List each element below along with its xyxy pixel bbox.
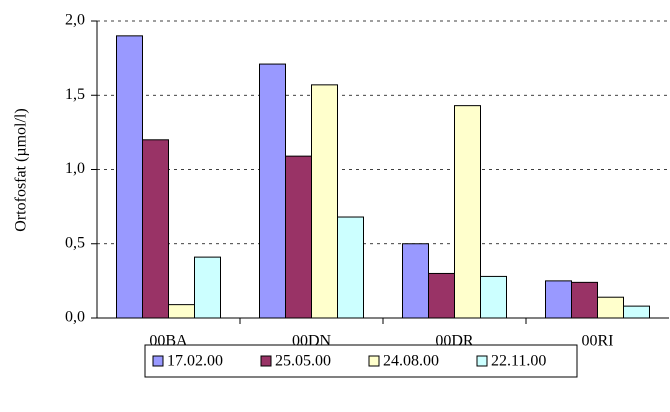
- y-tick-label: 1,0: [65, 160, 85, 177]
- bar: [116, 35, 143, 319]
- bar: [545, 280, 572, 319]
- bar: [402, 243, 429, 319]
- y-tick-label: 1,5: [65, 86, 85, 103]
- legend-swatch: [476, 355, 488, 367]
- legend-label: 17.02.00: [167, 353, 223, 370]
- bar: [285, 155, 312, 319]
- bar: [168, 304, 195, 319]
- bar: [480, 275, 507, 319]
- bar: [623, 305, 650, 319]
- legend-swatch: [368, 355, 380, 367]
- bar: [597, 296, 624, 319]
- bar: [311, 84, 338, 319]
- bar: [259, 63, 286, 319]
- bar: [337, 216, 364, 319]
- y-axis-label: Ortofosfat (µmol/l): [13, 108, 30, 231]
- bar: [194, 256, 221, 319]
- bar: [428, 272, 455, 319]
- legend-label: 25.05.00: [275, 353, 331, 370]
- legend-swatch: [260, 355, 272, 367]
- legend-label: 22.11.00: [491, 353, 546, 370]
- bar: [454, 105, 481, 319]
- y-tick-label: 0,5: [65, 234, 85, 251]
- y-tick-label: 2,0: [65, 12, 85, 29]
- bar: [571, 281, 598, 319]
- legend-label: 24.08.00: [383, 353, 439, 370]
- y-tick-label: 0,0: [65, 309, 85, 326]
- bar: [142, 139, 169, 319]
- legend-swatch: [152, 355, 164, 367]
- x-tick-label: 00RI: [582, 333, 614, 350]
- legend-box: [144, 344, 578, 378]
